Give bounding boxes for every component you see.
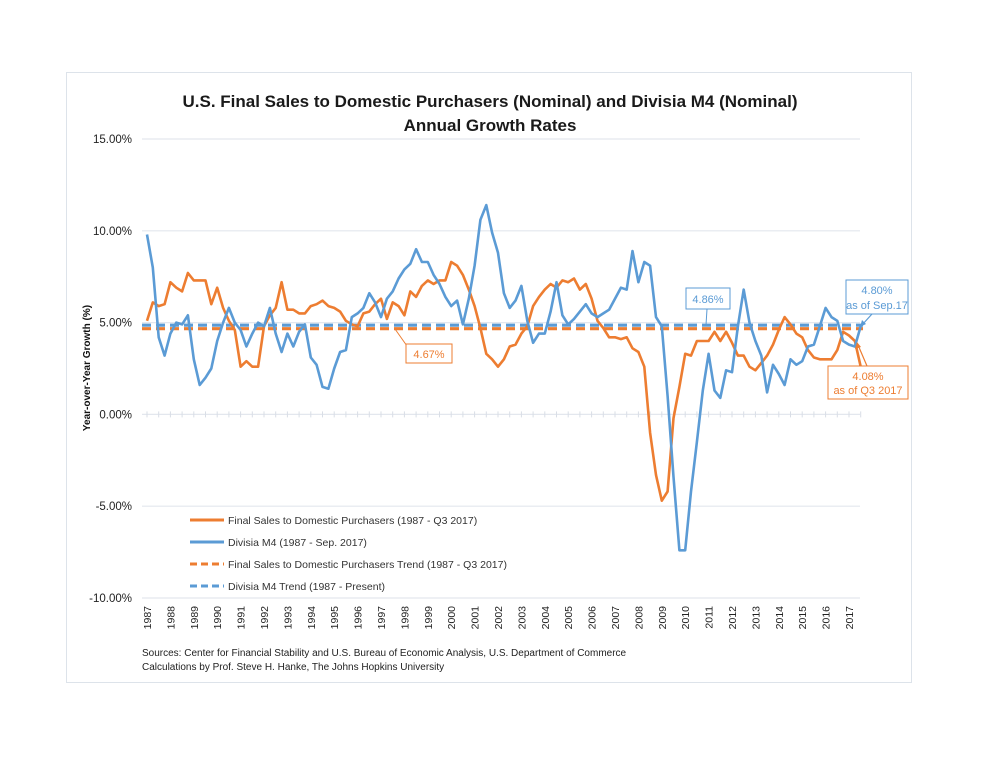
y-tick-label: 0.00%	[99, 409, 132, 421]
x-tick-label: 2005	[563, 606, 575, 630]
legend-item: Divisia M4 Trend (1987 - Present)	[190, 581, 385, 593]
x-tick-label: 2006	[587, 606, 599, 630]
series-line-divisia-m4	[145, 203, 862, 552]
legend-item: Divisia M4 (1987 - Sep. 2017)	[190, 537, 367, 549]
annotation-subtext: as of Sep.17	[846, 300, 908, 312]
annotation-box	[405, 343, 453, 364]
annotation-text: 4.67%	[413, 349, 444, 361]
x-tick-label: 1999	[423, 606, 435, 630]
annotation-text: 4.08%	[852, 371, 883, 383]
x-tick-label: 2013	[750, 606, 762, 630]
x-tick-label: 2007	[610, 606, 622, 630]
y-tick-label: -10.00%	[89, 593, 132, 605]
series-line-final-sales	[145, 260, 862, 503]
annotation-final-sales-latest: 4.08% as of Q3 2017	[827, 342, 909, 400]
x-tick-label: 2008	[633, 606, 645, 630]
x-tick-label: 2010	[680, 606, 692, 630]
legend-item: Final Sales to Domestic Purchasers (1987…	[190, 515, 477, 527]
x-tick-label: 1995	[329, 606, 341, 630]
annotation-text: 4.80%	[861, 285, 892, 297]
x-tick-label: 1989	[189, 606, 201, 630]
chart-title: U.S. Final Sales to Domestic Purchasers …	[183, 92, 798, 111]
annotation-box	[845, 279, 909, 315]
series-layer	[142, 203, 863, 552]
legend-label: Divisia M4 (1987 - Sep. 2017)	[228, 537, 367, 549]
annotation-text: 4.86%	[692, 294, 723, 306]
chart-subtitle: Annual Growth Rates	[404, 116, 577, 135]
x-tick-label: 1990	[212, 606, 224, 630]
legend-label: Final Sales to Domestic Purchasers (1987…	[228, 515, 477, 527]
legend-label: Divisia M4 Trend (1987 - Present)	[228, 581, 385, 593]
x-tick-label: 1994	[306, 606, 318, 630]
x-tick-label: 2004	[540, 606, 552, 630]
x-tick-label: 2012	[727, 606, 739, 630]
gridlines	[142, 138, 862, 599]
annotation-box	[685, 287, 731, 310]
annotation-box	[827, 365, 909, 400]
credit-note: Calculations by Prof. Steve H. Hanke, Th…	[142, 662, 444, 673]
annotation-subtext: as of Q3 2017	[833, 385, 902, 397]
annotation-divisia-trend: 4.86%	[685, 287, 731, 326]
legend: Final Sales to Domestic Purchasers (1987…	[190, 515, 507, 593]
x-tick-label: 1993	[282, 606, 294, 630]
y-tick-label: 15.00%	[93, 134, 132, 146]
x-tick-label: 2001	[470, 606, 482, 630]
x-tick-label: 1988	[165, 606, 177, 630]
y-axis-label: Year-over-Year Growth (%)	[82, 305, 93, 431]
source-note: Sources: Center for Financial Stability …	[142, 648, 627, 659]
annotation-leader	[394, 328, 408, 347]
arrow-head-icon	[855, 342, 861, 349]
x-tick-label: 1987	[142, 606, 154, 630]
arrow-head-icon	[860, 320, 866, 327]
annotation-final-sales-trend: 4.67%	[394, 328, 453, 364]
annotation-leader	[705, 308, 708, 326]
y-axis-ticks: 15.00% 10.00% 5.00% 0.00% -5.00% -10.00%	[89, 134, 132, 605]
x-tick-label: 2017	[844, 606, 856, 630]
x-tick-label: 2003	[516, 606, 528, 630]
annotation-arrow	[857, 344, 868, 367]
x-tick-label: 2016	[821, 606, 833, 630]
x-tick-label: 2015	[797, 606, 809, 630]
legend-label: Final Sales to Domestic Purchasers Trend…	[228, 559, 507, 571]
x-tick-label: 1997	[376, 606, 388, 630]
x-tick-label: 2009	[657, 606, 669, 630]
legend-item: Final Sales to Domestic Purchasers Trend…	[190, 559, 507, 571]
x-tick-label: 2011	[704, 606, 716, 629]
x-tick-label: 1992	[259, 606, 271, 630]
y-tick-label: -5.00%	[96, 501, 132, 513]
annotation-divisia-latest: 4.80% as of Sep.17	[845, 279, 909, 327]
x-tick-label: 1998	[399, 606, 411, 630]
x-tick-label: 1996	[353, 606, 365, 630]
x-axis-ticks: 1987 1988 1989 1990 1991 1992 1993 1994 1995 1996…	[142, 606, 856, 630]
y-tick-label: 10.00%	[93, 226, 132, 238]
x-tick-label: 2014	[774, 606, 786, 630]
x-tick-label: 1991	[236, 606, 248, 630]
y-tick-label: 5.00%	[99, 318, 132, 330]
x-tick-label: 2002	[493, 606, 505, 630]
x-tick-label: 2000	[446, 606, 458, 630]
